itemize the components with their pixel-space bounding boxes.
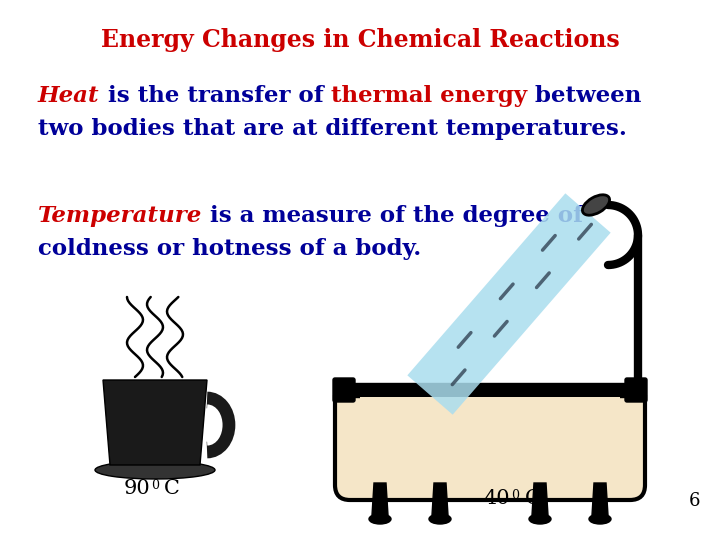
Text: 6: 6 [688, 492, 700, 510]
Text: is a measure of the degree of: is a measure of the degree of [202, 205, 583, 227]
Ellipse shape [369, 514, 391, 524]
Text: C: C [164, 479, 180, 498]
FancyBboxPatch shape [333, 378, 355, 402]
Text: thermal energy: thermal energy [331, 85, 527, 107]
Polygon shape [103, 380, 207, 465]
Text: is the transfer of: is the transfer of [99, 85, 331, 107]
Text: 0: 0 [151, 479, 159, 492]
Polygon shape [432, 483, 448, 515]
FancyBboxPatch shape [335, 370, 645, 500]
Polygon shape [408, 193, 611, 415]
Ellipse shape [95, 461, 215, 479]
Text: Energy Changes in Chemical Reactions: Energy Changes in Chemical Reactions [101, 28, 619, 52]
Bar [360, 397, 620, 477]
Bar [330, 315, 650, 395]
Text: between: between [527, 85, 642, 107]
Text: coldness or hotness of a body.: coldness or hotness of a body. [38, 238, 421, 260]
Text: two bodies that are at different temperatures.: two bodies that are at different tempera… [38, 118, 627, 140]
Text: 90: 90 [123, 479, 150, 498]
Text: C: C [525, 489, 541, 508]
Ellipse shape [529, 514, 551, 524]
Text: 40: 40 [483, 489, 510, 508]
Text: 0: 0 [511, 489, 519, 502]
Text: Heat: Heat [38, 85, 99, 107]
Polygon shape [372, 483, 388, 515]
Polygon shape [532, 483, 548, 515]
Bar [348, 383, 632, 397]
Polygon shape [592, 483, 608, 515]
FancyBboxPatch shape [625, 378, 647, 402]
Ellipse shape [582, 195, 610, 215]
Ellipse shape [429, 514, 451, 524]
Text: Temperature: Temperature [38, 205, 202, 227]
Ellipse shape [589, 514, 611, 524]
